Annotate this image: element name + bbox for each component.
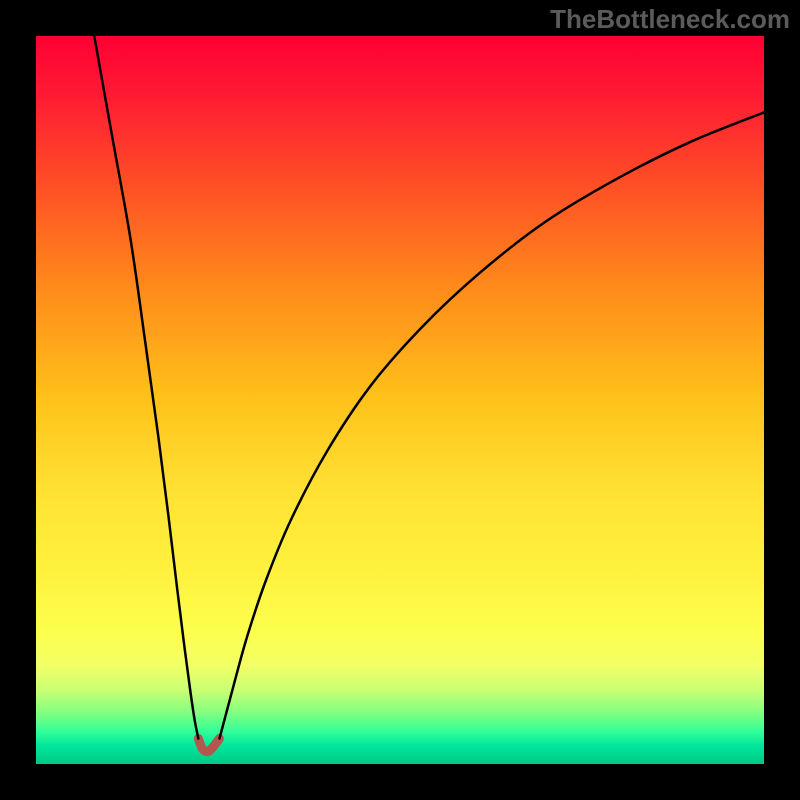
valley-marker-curve bbox=[198, 739, 219, 752]
chart-stage: TheBottleneck.com bbox=[0, 0, 800, 800]
curve-layer bbox=[36, 36, 764, 764]
left-curve bbox=[94, 36, 198, 739]
watermark-text: TheBottleneck.com bbox=[550, 4, 790, 35]
right-curve bbox=[219, 112, 764, 738]
plot-area bbox=[36, 36, 764, 764]
